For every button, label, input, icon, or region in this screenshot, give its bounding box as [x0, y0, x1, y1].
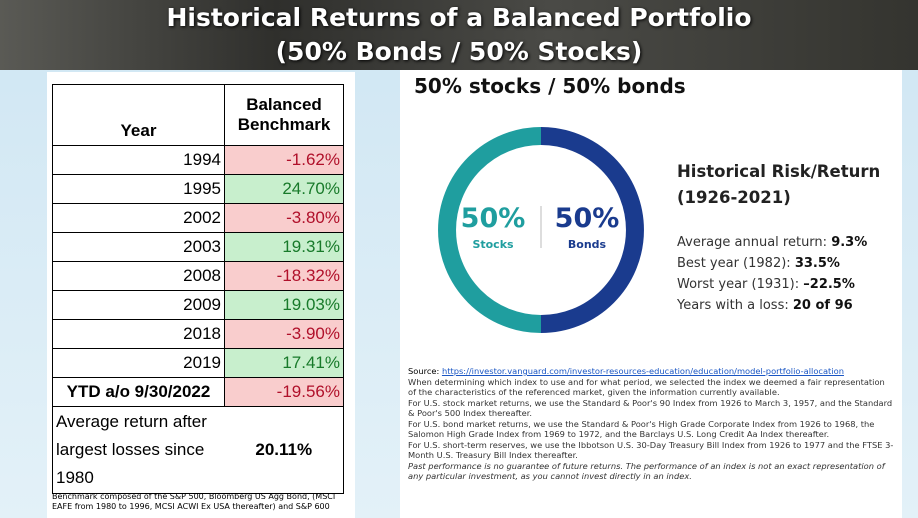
risk-item: Best year (1982): 33.5% — [677, 253, 867, 274]
table-row: 2019 17.41% — [52, 348, 344, 378]
year-cell: 2002 — [52, 203, 225, 233]
risk-label: Worst year (1931): — [677, 277, 800, 292]
risk-label: Average annual return: — [677, 235, 828, 250]
risk-value: 33.5% — [794, 256, 840, 271]
table-panel: Year Balanced Benchmark 1994 -1.62% 1995 24.7… — [47, 72, 355, 518]
source-paragraph: For U.S. stock market returns, we use th… — [408, 397, 893, 419]
risk-item: Worst year (1931): –22.5% — [677, 274, 867, 295]
return-cell: -3.80% — [224, 203, 344, 233]
table-row: 2002 -3.80% — [52, 203, 344, 233]
donut-segment — [540, 127, 644, 333]
table-row: YTD a/o 9/30/2022 -19.56% — [52, 377, 344, 407]
year-cell: 1995 — [52, 174, 225, 204]
source-label: Source: — [408, 366, 440, 376]
year-cell: 2019 — [52, 348, 225, 378]
year-cell: YTD a/o 9/30/2022 — [52, 377, 225, 407]
year-cell: 2003 — [52, 232, 225, 262]
header-row: Year Balanced Benchmark — [52, 84, 344, 146]
return-cell: 24.70% — [224, 174, 344, 204]
risk-title: Historical Risk/Return — [677, 162, 881, 181]
risk-list: Average annual return: 9.3% Best year (19… — [677, 232, 867, 316]
table-row: 1994 -1.62% — [52, 145, 344, 175]
header-cell: Balanced Benchmark — [224, 84, 344, 146]
risk-label: Best year (1982): — [677, 256, 791, 271]
return-cell: -1.62% — [224, 145, 344, 175]
return-cell: -19.56% — [224, 377, 344, 407]
summary-label: Average return after largest losses sinc… — [52, 406, 225, 494]
year-cell: 2009 — [52, 290, 225, 320]
donut: 50% Stocks 50% Bonds — [438, 127, 644, 333]
risk-item: Years with a loss: 20 of 96 — [677, 295, 867, 316]
risk-period: (1926-2021) — [677, 188, 791, 207]
year-cell: 2008 — [52, 261, 225, 291]
source-paragraph: When determining which index to use and … — [408, 376, 885, 398]
table-row: 2009 19.03% — [52, 290, 344, 320]
segment-percent: 50% — [555, 203, 620, 234]
source-paragraph: For U.S. short-term reserves, we use the… — [408, 439, 894, 461]
summary-row: Average return after largest losses sinc… — [52, 406, 344, 494]
photo-band — [0, 0, 918, 70]
header-cell: Year — [52, 84, 225, 146]
footnote: Benchmark composed of the S&P 500, Bloom… — [52, 492, 336, 511]
risk-label: Years with a loss: — [677, 298, 789, 313]
return-cell: -18.32% — [224, 261, 344, 291]
slide-subtitle: (50% Bonds / 50% Stocks) — [275, 37, 643, 66]
return-cell: 17.41% — [224, 348, 344, 378]
segment-name: Bonds — [568, 238, 607, 251]
return-cell: -3.90% — [224, 319, 344, 349]
table-row: 2008 -18.32% — [52, 261, 344, 291]
risk-value: 20 of 96 — [792, 298, 853, 313]
segment-name: Stocks — [472, 238, 514, 251]
donut-segment — [438, 127, 542, 333]
source-link[interactable]: https://investor.vanguard.com/investor-r… — [441, 366, 844, 376]
slide-title: Historical Returns of a Balanced Portfol… — [166, 3, 752, 32]
allocation-panel: 50% stocks / 50% bonds 50% Stocks 50% Bonds… — [400, 70, 902, 518]
disclaimer: Past performance is no guarantee of futu… — [408, 460, 885, 482]
return-cell: 19.31% — [224, 232, 344, 262]
year-cell: 1994 — [52, 145, 225, 175]
table-row: 2003 19.31% — [52, 232, 344, 262]
table-row: 1995 24.70% — [52, 174, 344, 204]
risk-value: –22.5% — [803, 277, 855, 292]
source-notes: Source: https://investor.vanguard.com/in… — [408, 366, 894, 482]
source-line: Source: https://investor.vanguard.com/in… — [408, 366, 894, 377]
allocation-title: 50% stocks / 50% bonds — [414, 74, 686, 98]
year-cell: 2018 — [52, 319, 225, 349]
return-cell: 19.03% — [224, 290, 344, 320]
table-row: 2018 -3.90% — [52, 319, 344, 349]
risk-item: Average annual return: 9.3% — [677, 232, 867, 253]
segment-percent: 50% — [461, 203, 526, 234]
risk-value: 9.3% — [831, 235, 868, 250]
summary-value: 20.11% — [224, 406, 344, 494]
returns-table: Year Balanced Benchmark 1994 -1.62% 1995 24.7… — [52, 84, 344, 494]
source-paragraph: For U.S. bond market returns, we use the… — [408, 418, 875, 440]
